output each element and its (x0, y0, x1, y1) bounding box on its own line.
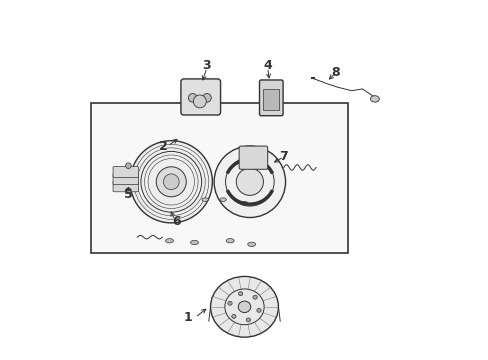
Circle shape (156, 167, 186, 197)
Ellipse shape (202, 198, 208, 202)
Circle shape (125, 163, 131, 168)
Circle shape (188, 94, 197, 102)
Ellipse shape (370, 96, 379, 102)
Text: 8: 8 (330, 66, 339, 79)
Circle shape (214, 146, 285, 217)
Ellipse shape (238, 301, 250, 312)
Ellipse shape (227, 301, 232, 305)
Bar (263, 89, 279, 111)
Circle shape (236, 168, 263, 195)
Ellipse shape (241, 202, 247, 205)
Ellipse shape (246, 318, 250, 322)
FancyBboxPatch shape (259, 80, 283, 116)
FancyBboxPatch shape (181, 79, 220, 115)
Circle shape (203, 94, 211, 102)
Ellipse shape (165, 239, 173, 243)
Ellipse shape (210, 276, 278, 337)
FancyBboxPatch shape (113, 181, 138, 192)
Ellipse shape (231, 314, 236, 318)
Circle shape (125, 188, 131, 194)
Circle shape (130, 141, 212, 223)
Ellipse shape (238, 292, 242, 296)
Ellipse shape (220, 198, 226, 202)
Ellipse shape (226, 239, 234, 243)
Text: 5: 5 (124, 188, 133, 201)
Text: 2: 2 (159, 140, 167, 153)
Ellipse shape (247, 242, 255, 247)
Ellipse shape (190, 240, 198, 245)
Text: 6: 6 (172, 215, 181, 228)
FancyBboxPatch shape (113, 166, 138, 177)
Circle shape (163, 174, 179, 190)
Text: 4: 4 (263, 59, 271, 72)
Ellipse shape (252, 295, 257, 299)
Text: 1: 1 (183, 311, 192, 324)
Circle shape (193, 95, 206, 108)
Bar (91, 103, 347, 253)
FancyBboxPatch shape (239, 146, 267, 169)
Text: 7: 7 (279, 150, 287, 163)
Ellipse shape (256, 309, 261, 312)
FancyBboxPatch shape (113, 174, 138, 185)
Text: 3: 3 (202, 59, 211, 72)
